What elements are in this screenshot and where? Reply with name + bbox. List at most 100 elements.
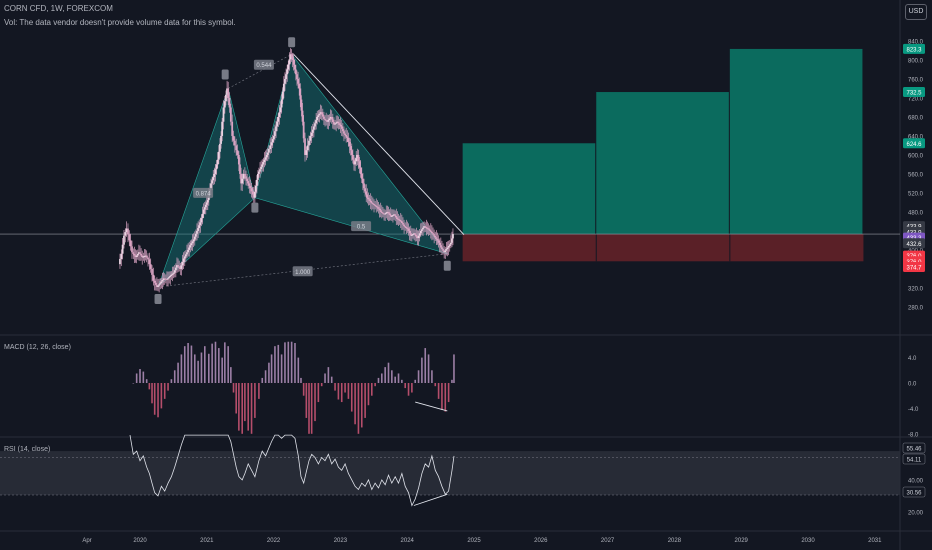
macd-divergence-line	[415, 401, 448, 412]
candle-body	[407, 228, 410, 231]
price-tag	[903, 262, 925, 273]
candle-body	[415, 234, 418, 237]
candle-body	[446, 247, 449, 250]
candle-body	[247, 181, 250, 184]
candle-body	[438, 242, 441, 246]
macd-histogram-bar	[135, 373, 138, 383]
candle-body	[416, 236, 419, 239]
candle-body	[395, 215, 398, 218]
candle-body	[308, 140, 310, 146]
candle-body	[160, 281, 163, 284]
candle-body	[319, 112, 322, 114]
candle-body	[443, 250, 446, 253]
macd-histogram-bar	[250, 383, 253, 434]
macd-histogram-bar	[437, 383, 440, 399]
candle-body	[294, 69, 297, 75]
candle-body	[373, 204, 375, 206]
candle-body	[337, 121, 340, 124]
time-axis-tick: 2028	[668, 538, 682, 544]
macd-histogram-bar	[208, 353, 210, 383]
candle-body	[396, 217, 399, 220]
candle-body	[276, 121, 279, 127]
candle-body	[379, 210, 382, 212]
time-axis-tick: 2027	[601, 538, 615, 544]
candle-body	[311, 129, 314, 133]
macd-histogram-bar	[370, 383, 373, 396]
candle-body	[219, 143, 221, 152]
time-axis-tick: 2025	[467, 538, 481, 544]
candle-body	[282, 83, 285, 92]
candle-body	[259, 169, 261, 172]
candle-body	[184, 254, 187, 257]
rsi-title: RSI (14, close)	[4, 446, 50, 453]
candle-body	[119, 258, 121, 265]
candle-body	[313, 126, 315, 130]
candle-body	[199, 222, 202, 226]
macd-histogram-bar	[287, 341, 290, 383]
candle-body	[347, 137, 350, 142]
candle-body	[369, 200, 372, 203]
candle-body	[253, 191, 256, 198]
macd-histogram-bar	[354, 383, 356, 425]
candle-body	[386, 211, 389, 213]
macd-histogram-bar	[139, 369, 141, 383]
candle-body	[363, 183, 365, 189]
candle-body	[317, 115, 320, 117]
profit-target-zone	[462, 143, 596, 235]
price-axis-tick: 560.0	[908, 172, 924, 178]
macd-histogram-bar	[244, 383, 246, 422]
macd-histogram-bar	[320, 383, 323, 387]
pattern-ac-ratio-line	[228, 54, 292, 89]
rsi-value-tag	[902, 442, 926, 454]
candle-body	[345, 135, 348, 137]
candle-body	[217, 151, 220, 160]
macd-histogram-bar	[247, 383, 250, 431]
macd-histogram-bar	[404, 383, 406, 389]
candle-body	[375, 205, 378, 207]
macd-histogram-bar	[327, 367, 330, 383]
candle-body	[179, 267, 182, 269]
macd-histogram-bar	[277, 344, 280, 383]
candle-body	[429, 230, 432, 232]
candle-body	[221, 121, 224, 136]
macd-histogram-bar	[227, 346, 229, 383]
candle-body	[123, 235, 125, 245]
candle-body	[190, 243, 193, 246]
currency-button[interactable]: USD	[905, 4, 927, 20]
candle-body	[366, 194, 369, 198]
candle-body	[136, 253, 139, 256]
candle-body	[406, 227, 409, 229]
candle-body	[326, 120, 329, 122]
candle-body	[348, 141, 351, 147]
price-tag-label: 374.7	[906, 266, 922, 272]
rsi-value-label: 30.56	[906, 491, 922, 497]
macd-histogram-bar	[434, 383, 437, 387]
candle-body	[389, 215, 392, 217]
price-axis-tick: 800.0	[908, 58, 924, 64]
candle-body	[367, 197, 370, 200]
candle-body	[449, 242, 452, 245]
macd-histogram-bar	[417, 370, 420, 383]
candle-body	[298, 83, 301, 89]
candle-body	[333, 122, 335, 125]
macd-axis-tick: -8.0	[908, 432, 919, 438]
candle-body	[420, 229, 423, 231]
macd-histogram-bar	[424, 348, 427, 383]
candle-body	[383, 213, 385, 215]
macd-histogram-bar	[180, 354, 183, 383]
pattern-point-marker	[154, 293, 162, 304]
candle-body	[171, 273, 174, 275]
candle-body	[143, 256, 146, 258]
candle-body	[167, 278, 169, 280]
candle-body	[211, 180, 214, 184]
candle-body	[180, 265, 183, 269]
macd-histogram-bar	[360, 383, 363, 428]
candle-body	[397, 219, 400, 221]
candle-body	[172, 272, 175, 274]
rsi-value-label: 55.46	[906, 447, 922, 453]
candle-body	[151, 268, 153, 275]
candle-body	[240, 173, 242, 184]
candle-body	[194, 233, 197, 237]
candle-body	[257, 173, 259, 180]
